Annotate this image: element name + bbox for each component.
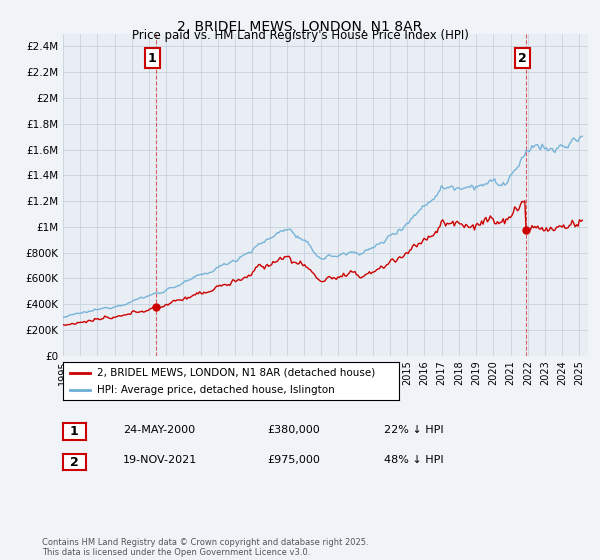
Text: 2: 2 [70, 455, 79, 469]
Text: Price paid vs. HM Land Registry's House Price Index (HPI): Price paid vs. HM Land Registry's House … [131, 29, 469, 42]
Text: 48% ↓ HPI: 48% ↓ HPI [384, 455, 443, 465]
Text: £380,000: £380,000 [267, 425, 320, 435]
Text: 2, BRIDEL MEWS, LONDON, N1 8AR: 2, BRIDEL MEWS, LONDON, N1 8AR [178, 20, 422, 34]
Text: 2, BRIDEL MEWS, LONDON, N1 8AR (detached house): 2, BRIDEL MEWS, LONDON, N1 8AR (detached… [97, 368, 375, 378]
Text: 1: 1 [70, 425, 79, 438]
Text: 22% ↓ HPI: 22% ↓ HPI [384, 425, 443, 435]
Text: £975,000: £975,000 [267, 455, 320, 465]
Text: 19-NOV-2021: 19-NOV-2021 [123, 455, 197, 465]
Text: Contains HM Land Registry data © Crown copyright and database right 2025.
This d: Contains HM Land Registry data © Crown c… [42, 538, 368, 557]
Text: 2: 2 [518, 52, 527, 64]
Text: 24-MAY-2000: 24-MAY-2000 [123, 425, 195, 435]
Text: 1: 1 [148, 52, 157, 64]
Text: HPI: Average price, detached house, Islington: HPI: Average price, detached house, Isli… [97, 385, 334, 395]
